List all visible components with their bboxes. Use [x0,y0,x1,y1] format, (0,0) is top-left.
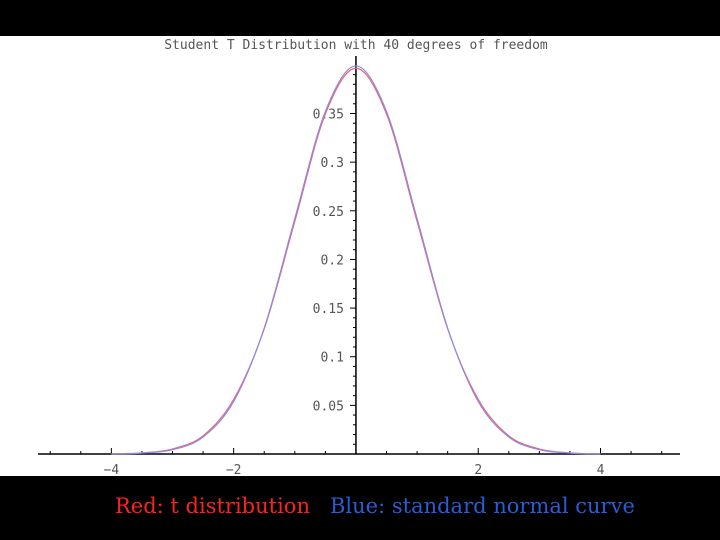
y-tick-label: 0.05 [313,399,344,414]
chart-svg: Student T Distribution with 40 degrees o… [38,38,680,476]
data-point [111,453,112,454]
data-point [478,401,479,402]
normal-curve-line [111,65,601,455]
data-point [325,111,326,112]
data-point [355,68,356,69]
data-point [447,327,448,328]
data-point [539,449,540,450]
x-tick-label: 2 [474,463,482,476]
data-point [355,65,356,66]
x-tick-label: −2 [226,463,242,476]
chart-title: Student T Distribution with 40 degrees o… [164,38,548,53]
x-tick-label: −4 [104,463,120,476]
data-point [264,327,265,328]
y-tick-label: 0.35 [313,108,344,123]
y-tick-label: 0.3 [320,156,343,171]
y-tick-label: 0.15 [313,302,344,317]
y-tick-label: 0.25 [313,205,344,220]
data-point [172,449,173,450]
data-point [141,453,142,454]
data-point [600,453,601,454]
chart-plot-area: Student T Distribution with 40 degrees o… [0,36,720,476]
data-point [416,218,417,219]
data-point [233,401,234,402]
x-tick-label: 4 [597,463,605,476]
y-tick-label: 0.2 [320,253,343,268]
top-black-bar [0,0,720,36]
data-point [569,453,570,454]
data-point [202,436,203,437]
series-layer [111,65,601,455]
caption-bar: Red: t distribution Blue: standard norma… [0,476,720,540]
t-distribution-line [111,67,601,455]
caption-blue-label: Blue: standard normal curve [330,494,635,518]
axes-layer: −4 −2 2 4 0.05 0.1 0.15 0.2 0.25 0.3 0.35 [38,56,680,476]
caption-red-label: Red: t distribution [115,494,310,518]
data-point [508,436,509,437]
data-point [386,111,387,112]
data-point [294,218,295,219]
y-tick-label: 0.1 [320,351,343,366]
